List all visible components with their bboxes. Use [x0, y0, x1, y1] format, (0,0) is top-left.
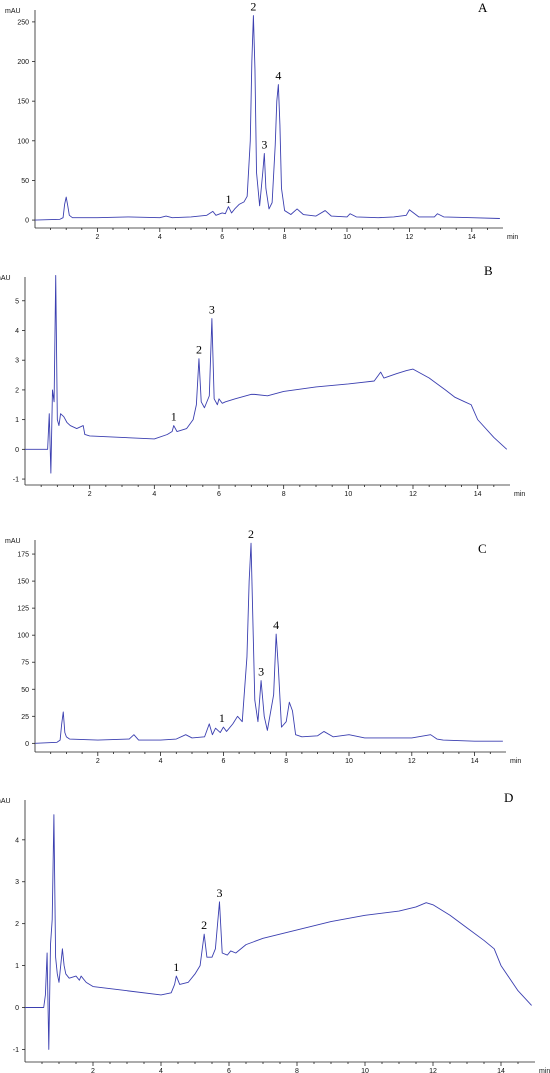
x-tick-label: 4 [158, 234, 162, 241]
y-tick-label: 0 [15, 1005, 19, 1012]
y-tick-label: 50 [21, 687, 29, 694]
x-tick-label: 6 [221, 758, 225, 765]
y-tick-label: 5 [15, 298, 19, 305]
x-axis-unit: min [514, 491, 525, 498]
y-tick-label: 125 [17, 606, 29, 613]
peak-label: 3 [258, 665, 264, 679]
x-tick-label: 6 [227, 1068, 231, 1073]
peak-label: 3 [209, 303, 215, 317]
y-tick-label: 4 [15, 837, 19, 844]
chromatogram-trace-d [25, 814, 532, 1050]
peak-label: 1 [173, 960, 179, 974]
y-tick-label: 2 [15, 387, 19, 394]
x-tick-label: 6 [217, 491, 221, 498]
x-tick-label: 12 [408, 758, 416, 765]
x-tick-label: 14 [497, 1068, 505, 1073]
x-tick-label: 14 [468, 234, 476, 241]
y-tick-label: 0 [25, 741, 29, 748]
y-tick-label: -1 [13, 1047, 19, 1054]
y-tick-label: 1 [15, 417, 19, 424]
peak-label: 4 [275, 69, 281, 83]
x-tick-label: 10 [345, 758, 353, 765]
y-tick-label: 2 [15, 921, 19, 928]
x-axis-unit: min [510, 758, 521, 765]
x-tick-label: 12 [406, 234, 414, 241]
y-tick-label: 3 [15, 358, 19, 365]
x-tick-label: 12 [409, 491, 417, 498]
y-tick-label: 3 [15, 879, 19, 886]
x-tick-label: 2 [95, 234, 99, 241]
panel-label: C [478, 541, 487, 556]
x-tick-label: 2 [91, 1068, 95, 1073]
peak-label: 2 [248, 527, 254, 541]
y-tick-label: 0 [25, 218, 29, 225]
x-tick-label: 8 [283, 234, 287, 241]
y-tick-label: 50 [21, 178, 29, 185]
y-tick-label: 25 [21, 714, 29, 721]
y-tick-label: 250 [17, 19, 29, 26]
y-axis-unit: mAU [5, 8, 21, 15]
y-tick-label: 1 [15, 963, 19, 970]
y-tick-label: 100 [17, 138, 29, 145]
peak-label: 1 [225, 192, 231, 206]
peak-label: 3 [261, 137, 267, 151]
y-tick-label: -1 [13, 477, 19, 484]
peak-label: 2 [250, 0, 256, 14]
panel-label: B [484, 263, 493, 278]
y-tick-label: 150 [17, 99, 29, 106]
panel-label: A [478, 0, 488, 15]
x-axis-unit: min [507, 234, 518, 241]
x-tick-label: 6 [220, 234, 224, 241]
x-tick-label: 4 [152, 491, 156, 498]
peak-label: 2 [196, 343, 202, 357]
y-tick-label: 100 [17, 633, 29, 640]
y-axis-unit: mAU [5, 538, 21, 545]
y-axis-unit: mAU [0, 798, 11, 805]
x-tick-label: 10 [344, 491, 352, 498]
peak-label: 1 [219, 711, 225, 725]
y-tick-label: 175 [17, 552, 29, 559]
x-tick-label: 14 [474, 491, 482, 498]
y-tick-label: 200 [17, 59, 29, 66]
x-tick-label: 2 [96, 758, 100, 765]
chromatogram-trace-b [25, 275, 508, 474]
peak-label: 4 [273, 618, 279, 632]
peak-label: 3 [216, 886, 222, 900]
x-tick-label: 4 [159, 1068, 163, 1073]
x-tick-label: 8 [295, 1068, 299, 1073]
x-tick-label: 2 [88, 491, 92, 498]
y-tick-label: 0 [15, 447, 19, 454]
x-axis-unit: min [539, 1068, 550, 1073]
x-tick-label: 12 [429, 1068, 437, 1073]
x-tick-label: 4 [159, 758, 163, 765]
x-tick-label: 10 [343, 234, 351, 241]
peak-label: 2 [201, 918, 207, 932]
x-tick-label: 10 [361, 1068, 369, 1073]
chromatogram-trace-a [34, 15, 500, 221]
y-tick-label: 4 [15, 328, 19, 335]
chromatogram-trace-c [34, 542, 503, 744]
y-tick-label: 75 [21, 660, 29, 667]
peak-label: 1 [171, 410, 177, 424]
x-tick-label: 8 [282, 491, 286, 498]
x-tick-label: 8 [284, 758, 288, 765]
y-tick-label: 150 [17, 579, 29, 586]
y-axis-unit: mAU [0, 275, 11, 282]
x-tick-label: 14 [471, 758, 479, 765]
panel-label: D [504, 790, 513, 805]
